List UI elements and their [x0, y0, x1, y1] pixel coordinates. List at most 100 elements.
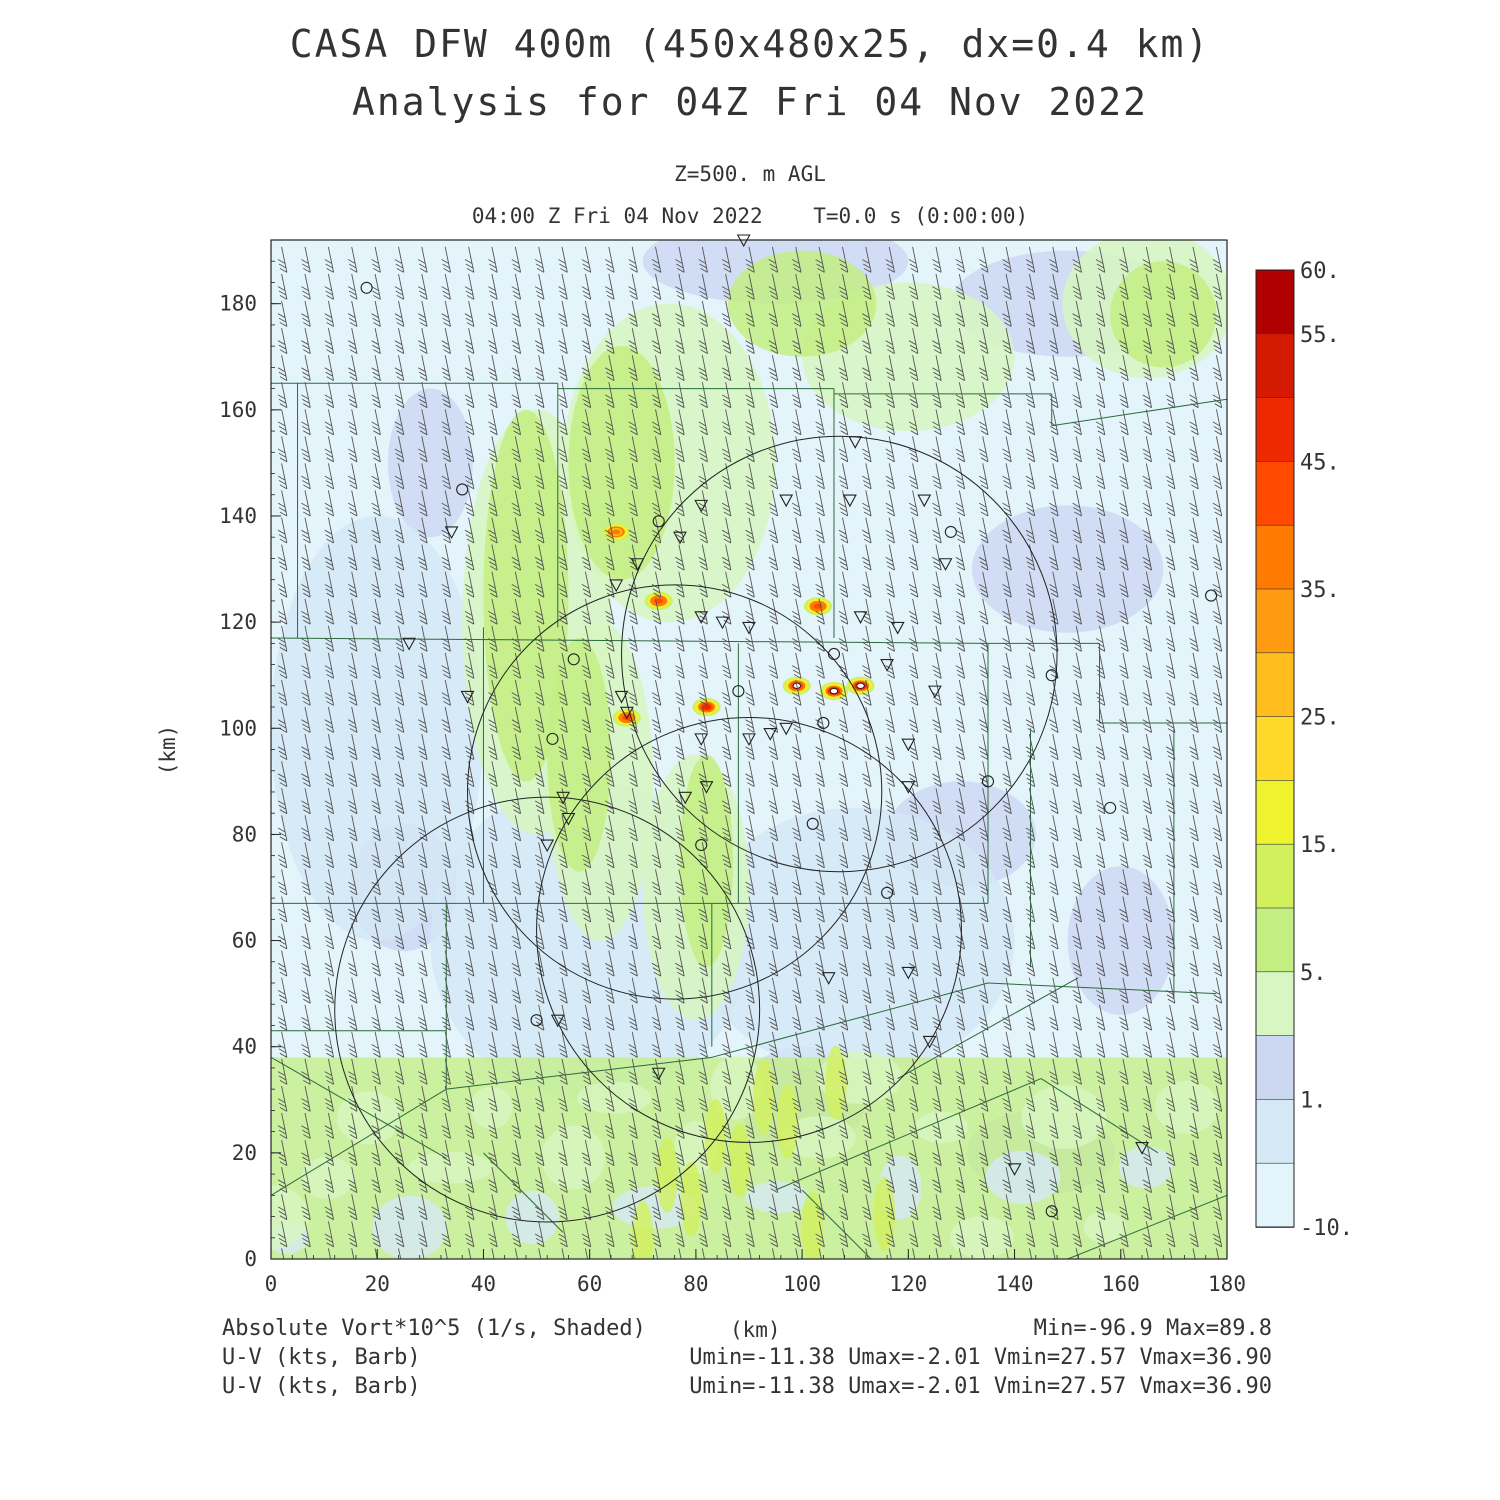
station-triangle-marker	[922, 1035, 937, 1049]
y-tick-label: 160	[219, 398, 257, 422]
field-band-streak	[753, 1060, 775, 1135]
county-line	[987, 982, 1217, 995]
field-label: Absolute Vort*10^5 (1/s, Shaded)	[222, 1316, 646, 1341]
colorbar-label: 35.	[1300, 578, 1340, 603]
station-circle-marker	[944, 525, 957, 538]
colorbar-swatch	[1255, 1162, 1295, 1228]
station-circle-marker	[732, 685, 745, 698]
station-circle-marker	[806, 817, 819, 830]
colorbar-swatch	[1255, 652, 1295, 718]
field-band-streak	[704, 1099, 727, 1174]
x-tick-label: 80	[683, 1272, 708, 1296]
field-band-patch	[914, 1111, 968, 1144]
station-triangle-marker	[927, 685, 942, 699]
field-band-patch	[745, 1181, 810, 1214]
x-tick-label: 120	[889, 1272, 927, 1296]
county-line	[801, 1189, 872, 1259]
station-triangle-marker	[673, 531, 687, 545]
field-patch	[972, 505, 1164, 633]
county-line	[483, 1152, 564, 1233]
station-triangle-marker	[630, 558, 645, 571]
station-triangle-marker	[402, 637, 417, 651]
station-circle-marker	[546, 732, 559, 745]
station-circle-marker	[1104, 801, 1117, 814]
field-band-patch	[950, 1215, 1015, 1259]
station-triangle-marker	[694, 611, 709, 624]
y-tick-label: 100	[219, 716, 257, 740]
station-circle-marker	[827, 647, 841, 661]
field-band-patch	[1119, 1145, 1173, 1189]
station-triangle-marker	[1135, 1142, 1149, 1155]
x-axis-label: (km)	[730, 1318, 781, 1342]
field-band-patch	[612, 1186, 698, 1229]
station-triangle-marker	[694, 499, 709, 513]
station-triangle-marker	[763, 728, 778, 741]
range-ring	[467, 584, 883, 1000]
station-triangle-marker	[842, 494, 857, 508]
field-band-patch	[541, 1125, 606, 1190]
station-triangle-marker	[880, 659, 895, 672]
field-patch	[387, 388, 473, 538]
barb-label-2: U-V (kts, Barb)	[222, 1374, 421, 1399]
colorbar-label: -10.	[1300, 1216, 1353, 1241]
station-triangle-marker	[678, 791, 693, 805]
station-triangle-marker	[779, 722, 794, 736]
station-triangle-marker	[694, 733, 709, 747]
range-ring	[536, 717, 962, 1143]
min-max-label: Min=-96.9 Max=89.8	[1033, 1316, 1272, 1341]
station-triangle-marker	[848, 436, 863, 449]
colorbar-swatch	[1255, 907, 1295, 973]
valid-time-label: 04:00 Z Fri 04 Nov 2022 T=0.0 s (0:00:00…	[471, 204, 1029, 228]
field-band-patch	[1154, 1080, 1219, 1134]
colorbar-frame	[1255, 269, 1295, 1228]
colorbar: 60. 55. 45. 35. 25. 15. 5. 1. -10.	[1255, 259, 1353, 1241]
x-tick-label: 20	[365, 1272, 390, 1296]
field-band-patch	[781, 1116, 856, 1159]
station-triangle-marker	[742, 621, 756, 635]
x-tick-label: 40	[471, 1272, 496, 1296]
colorbar-swatch	[1255, 716, 1295, 782]
y-tick-label: 60	[232, 929, 257, 953]
station-circle-marker	[567, 653, 580, 666]
station-triangle-marker	[821, 972, 836, 985]
wind-barbs	[277, 246, 1223, 1259]
station-triangle-marker	[651, 1067, 666, 1081]
colorbar-label: 1.	[1300, 1088, 1327, 1113]
y-tick-label: 20	[232, 1141, 257, 1165]
x-tick-label: 100	[783, 1272, 821, 1296]
y-tick-label: 0	[244, 1247, 257, 1271]
station-triangle-marker	[901, 966, 916, 980]
station-triangle-marker	[779, 494, 794, 508]
station-triangle-marker	[853, 611, 868, 624]
vorticity-field	[271, 240, 1227, 1259]
colorbar-label: 45.	[1300, 450, 1340, 475]
colorbar-label: 60.	[1300, 259, 1340, 284]
colorbar-swatch	[1255, 397, 1295, 463]
y-axis-label: (km)	[156, 725, 180, 776]
station-circle-marker	[1205, 589, 1218, 602]
range-ring	[334, 796, 761, 1223]
colorbar-swatch	[1255, 524, 1295, 590]
field-band-patch	[1083, 1211, 1127, 1244]
station-triangle-marker	[901, 781, 916, 794]
barb-label-1: U-V (kts, Barb)	[222, 1345, 421, 1370]
station-circle-marker	[695, 838, 708, 852]
vorticity-maxima	[602, 522, 875, 727]
x-tick-label: 160	[1102, 1272, 1140, 1296]
station-triangle-marker	[460, 690, 475, 704]
wind-barb-field	[277, 246, 1223, 1259]
field-band-streak	[680, 1161, 702, 1237]
field-band-streak	[632, 1200, 654, 1259]
station-triangle-marker	[540, 839, 555, 853]
barb-stats-2: Umin=-11.38 Umax=-2.01 Vmin=27.57 Vmax=3…	[689, 1374, 1272, 1399]
colorbar-label: 25.	[1300, 706, 1340, 731]
county-line	[271, 1088, 447, 1196]
field-patch	[695, 807, 1015, 1074]
field-patch	[727, 250, 877, 357]
station-circle-marker	[456, 483, 469, 496]
field-patch	[568, 346, 675, 580]
station-circle-marker	[1045, 1205, 1058, 1218]
station-circle-marker	[1045, 669, 1058, 682]
colorbar-label: 55.	[1300, 323, 1340, 348]
